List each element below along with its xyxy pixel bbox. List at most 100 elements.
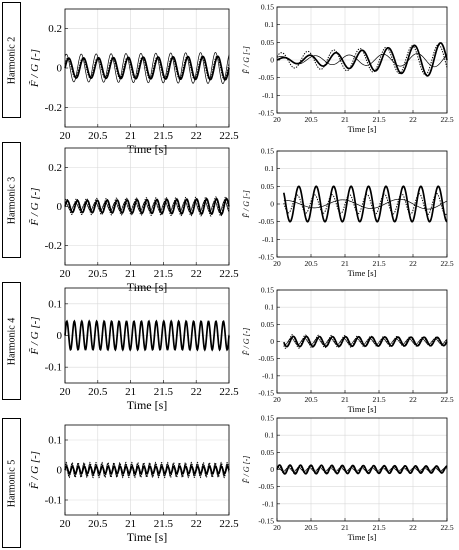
row-label-harmonic-4: Harmonic 4 bbox=[2, 282, 21, 400]
y-tick-label: 0.15 bbox=[261, 286, 274, 295]
series-line-dotted bbox=[64, 320, 230, 351]
y-tick-label: -0.1 bbox=[262, 499, 274, 508]
x-tick-label: 22.5 bbox=[440, 115, 453, 124]
y-tick-label: 0.1 bbox=[265, 164, 275, 173]
y-tick-label: 0.1 bbox=[265, 20, 275, 29]
chart-panel-3-left: 20 20.5 21 21.5 22 22.5 0.1 0 -0.1 Time [s] F̃ / G… bbox=[28, 287, 239, 412]
x-tick-label: 21 bbox=[341, 115, 349, 124]
x-tick-label: 20.5 bbox=[304, 395, 317, 404]
y-tick-label: -0.1 bbox=[262, 371, 274, 380]
y-tick-label: 0.15 bbox=[261, 414, 274, 423]
x-tick-label: 21.5 bbox=[372, 259, 385, 268]
series-line-dotted bbox=[283, 193, 448, 216]
y-tick-label: 0.1 bbox=[265, 431, 275, 440]
x-tick-label: 20 bbox=[273, 523, 281, 532]
series-line-solid-thick bbox=[64, 55, 230, 81]
y-tick-label: -0.15 bbox=[258, 253, 274, 262]
y-tick-label: 0.1 bbox=[265, 303, 275, 312]
y-tick-label: 0.1 bbox=[48, 298, 62, 310]
x-tick-label: 22.5 bbox=[440, 523, 453, 532]
x-tick-label: 20.5 bbox=[88, 130, 108, 142]
y-tick-label: 0 bbox=[57, 63, 63, 75]
chart-panel-4-right: 20 20.5 21 21.5 22 22.5 0.15 0.1 0.05 0 -0.05 -0.1 -… bbox=[242, 414, 454, 543]
x-axis-label: Time [s] bbox=[348, 268, 377, 278]
x-tick-label: 22 bbox=[409, 115, 417, 124]
series-line-dotted bbox=[283, 334, 448, 349]
x-tick-label: 21 bbox=[125, 518, 136, 530]
x-tick-label: 21.5 bbox=[372, 523, 385, 532]
y-tick-label: 0.2 bbox=[48, 23, 62, 35]
y-axis-label: F̃ / G [-] bbox=[242, 190, 251, 219]
x-tick-label: 21 bbox=[125, 130, 136, 142]
y-tick-label: 0 bbox=[270, 56, 274, 65]
y-tick-label: 0.1 bbox=[48, 435, 62, 447]
y-axis-label: F̃ / G [-] bbox=[242, 328, 251, 357]
y-tick-label: -0.1 bbox=[262, 91, 274, 100]
x-tick-label: 21.5 bbox=[154, 518, 174, 530]
x-tick-label: 20.5 bbox=[88, 386, 108, 398]
x-axis-label: Time [s] bbox=[127, 530, 168, 544]
series-line-solid-thin bbox=[276, 53, 448, 68]
series-line-dotted bbox=[276, 44, 448, 76]
x-tick-label: 22.5 bbox=[440, 395, 453, 404]
series-line-solid-thick bbox=[276, 42, 448, 77]
x-tick-label: 20 bbox=[60, 130, 72, 142]
x-tick-label: 20.5 bbox=[88, 268, 108, 280]
x-axis-label: Time [s] bbox=[127, 280, 168, 294]
chart-panel-2-left: 20 20.5 21 21.5 22 22.5 0.2 0 -0.2 Time [s] F̃ / G… bbox=[28, 147, 239, 294]
y-axis-label: F̃ / G [-] bbox=[28, 187, 41, 226]
y-tick-label: -0.05 bbox=[258, 73, 274, 82]
x-tick-label: 21.5 bbox=[372, 395, 385, 404]
x-tick-label: 22 bbox=[409, 395, 417, 404]
y-tick-label: -0.1 bbox=[45, 495, 62, 507]
y-tick-label: -0.1 bbox=[45, 362, 62, 374]
x-tick-label: 20 bbox=[273, 115, 281, 124]
y-tick-label: -0.05 bbox=[258, 354, 274, 363]
x-tick-label: 21 bbox=[341, 395, 349, 404]
x-axis-label: Time [s] bbox=[348, 404, 377, 414]
x-tick-label: 20 bbox=[60, 268, 72, 280]
x-tick-label: 20.5 bbox=[88, 518, 108, 530]
series-line-dotted bbox=[64, 55, 230, 81]
series-line-dotted bbox=[276, 464, 448, 475]
x-tick-label: 20 bbox=[60, 386, 72, 398]
y-tick-label: -0.1 bbox=[262, 235, 274, 244]
y-tick-label: 0 bbox=[57, 201, 63, 213]
x-tick-label: 22.5 bbox=[219, 268, 239, 280]
y-tick-label: -0.15 bbox=[258, 389, 274, 398]
x-tick-label: 21.5 bbox=[154, 386, 174, 398]
x-tick-label: 21.5 bbox=[154, 268, 174, 280]
x-tick-label: 20 bbox=[60, 518, 72, 530]
y-tick-label: 0.2 bbox=[48, 162, 62, 174]
x-tick-label: 21 bbox=[341, 259, 349, 268]
y-tick-label: -0.05 bbox=[258, 482, 274, 491]
y-tick-label: 0 bbox=[270, 465, 274, 474]
chart-panel-1-left: 20 20.5 21 21.5 22 22.5 0.2 0 -0.2 Time [s] F̃ / G… bbox=[28, 8, 239, 156]
x-tick-label: 20.5 bbox=[304, 115, 317, 124]
x-tick-label: 22.5 bbox=[440, 259, 453, 268]
x-tick-label: 22 bbox=[409, 523, 417, 532]
y-tick-label: -0.2 bbox=[45, 102, 62, 114]
chart-panel-2-right: 20 20.5 21 21.5 22 22.5 0.15 0.1 0.05 0 -0.05 -0.1 -… bbox=[242, 147, 454, 279]
series-line-solid-thin bbox=[276, 467, 448, 472]
x-tick-label: 22.5 bbox=[219, 386, 239, 398]
y-tick-label: 0.05 bbox=[261, 38, 274, 47]
row-label-harmonic-3: Harmonic 3 bbox=[2, 142, 21, 258]
y-axis-label: F̃ / G [-] bbox=[242, 456, 251, 485]
chart-panel-1-right: 20 20.5 21 21.5 22 22.5 0.15 0.1 0.05 0 -0.05 -0.1 -… bbox=[242, 3, 454, 135]
y-tick-label: 0 bbox=[270, 337, 274, 346]
x-axis-label: Time [s] bbox=[348, 532, 377, 542]
series-line-solid-thin bbox=[283, 337, 448, 346]
y-tick-label: 0.05 bbox=[261, 320, 274, 329]
x-tick-label: 21 bbox=[341, 523, 349, 532]
series-line-solid-thin bbox=[64, 52, 230, 84]
series-line-solid-thin bbox=[64, 200, 230, 213]
x-tick-label: 22.5 bbox=[219, 518, 239, 530]
y-axis-label: F̃ / G [-] bbox=[242, 46, 251, 75]
chart-panel-4-left: 20 20.5 21 21.5 22 22.5 0.1 0 -0.1 Time [s] F̃ / G… bbox=[28, 424, 239, 544]
x-tick-label: 22.5 bbox=[219, 130, 239, 142]
y-tick-label: 0 bbox=[57, 330, 63, 342]
x-tick-label: 22 bbox=[409, 259, 417, 268]
x-tick-label: 21.5 bbox=[154, 130, 174, 142]
chart-panel-3-right: 20 20.5 21 21.5 22 22.5 0.15 0.1 0.05 0 -0.05 -0.1 -… bbox=[242, 286, 454, 415]
